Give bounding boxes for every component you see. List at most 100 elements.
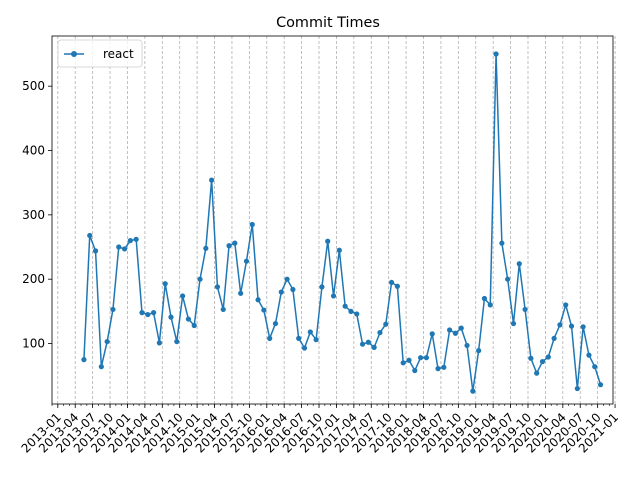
data-point (470, 388, 476, 394)
data-point (330, 293, 337, 299)
data-point (214, 284, 221, 290)
data-point (354, 311, 360, 317)
data-point (336, 247, 342, 253)
data-point (197, 276, 203, 282)
series-layer (81, 51, 604, 394)
data-point (290, 286, 296, 293)
data-point (383, 321, 389, 327)
data-point (98, 364, 104, 370)
data-point (348, 308, 354, 314)
data-point (487, 302, 493, 308)
data-point (499, 240, 505, 246)
data-point (423, 355, 430, 361)
legend-label-react: react (103, 47, 134, 61)
data-point (110, 306, 116, 313)
data-point (418, 355, 424, 361)
y-tick-label: 300 (22, 208, 45, 222)
data-point (278, 289, 284, 295)
data-point (447, 327, 453, 333)
data-point (127, 237, 133, 244)
data-point (505, 276, 511, 282)
data-point (232, 240, 238, 246)
data-point (238, 290, 244, 296)
data-point (81, 357, 87, 363)
data-point (168, 314, 174, 320)
data-point (429, 331, 435, 337)
data-point (371, 344, 377, 350)
data-point (296, 335, 302, 341)
data-point (464, 342, 470, 349)
data-point (150, 310, 157, 316)
plot-area-frame (51, 35, 614, 405)
data-point (516, 261, 522, 267)
data-point (510, 320, 517, 327)
data-point (580, 324, 586, 330)
data-point (87, 232, 93, 239)
data-point (528, 355, 534, 361)
data-point (145, 311, 151, 318)
data-point (568, 323, 575, 329)
grid-lines (57, 36, 616, 404)
y-tick-label: 100 (22, 337, 45, 351)
data-point (313, 337, 319, 343)
data-point (435, 366, 441, 372)
legend: react (57, 39, 143, 68)
data-point (545, 354, 551, 360)
chart-title: Commit Times (276, 15, 380, 31)
data-point (377, 329, 383, 336)
data-point (325, 238, 331, 244)
data-point (133, 236, 139, 242)
data-point (557, 322, 563, 328)
data-point (394, 283, 400, 289)
data-point (267, 335, 273, 341)
data-point (243, 258, 250, 264)
y-axis: 100 200 300 400 500 (22, 79, 52, 351)
data-point (441, 364, 447, 370)
data-point (458, 325, 464, 331)
data-point (539, 358, 546, 365)
legend-box (57, 39, 143, 68)
data-point (534, 370, 540, 376)
y-tick-label: 200 (22, 272, 45, 286)
data-point (481, 295, 488, 302)
data-point (563, 302, 569, 308)
data-point (597, 382, 604, 388)
data-point (121, 246, 128, 252)
data-point (476, 348, 482, 354)
data-point (551, 335, 557, 341)
data-point (203, 245, 209, 251)
data-point (301, 345, 308, 351)
data-point (592, 364, 598, 370)
data-point (586, 352, 592, 358)
data-point (342, 303, 348, 309)
data-point (522, 306, 528, 313)
data-point (226, 243, 232, 249)
data-point (191, 322, 197, 329)
data-point (162, 281, 168, 287)
data-point (156, 340, 162, 346)
data-point (104, 338, 110, 345)
data-point (365, 339, 371, 345)
data-point (185, 316, 192, 322)
data-point (180, 293, 186, 299)
series-line-react (83, 53, 602, 392)
data-point (388, 279, 395, 286)
x-axis: 2013-012013-042013-072013-102014-012014-… (19, 404, 621, 456)
data-point (261, 307, 267, 313)
y-tick-label: 500 (22, 79, 45, 93)
data-point (139, 310, 145, 316)
data-point (400, 360, 406, 366)
data-point (359, 341, 366, 347)
data-point (406, 357, 412, 363)
data-point (452, 330, 459, 336)
data-point (249, 221, 255, 228)
data-point (255, 297, 261, 303)
data-point (272, 320, 279, 327)
data-point (174, 338, 180, 345)
data-point (284, 276, 290, 282)
data-point (412, 367, 418, 374)
data-point (319, 284, 325, 290)
legend-marker-swatch (71, 51, 77, 57)
